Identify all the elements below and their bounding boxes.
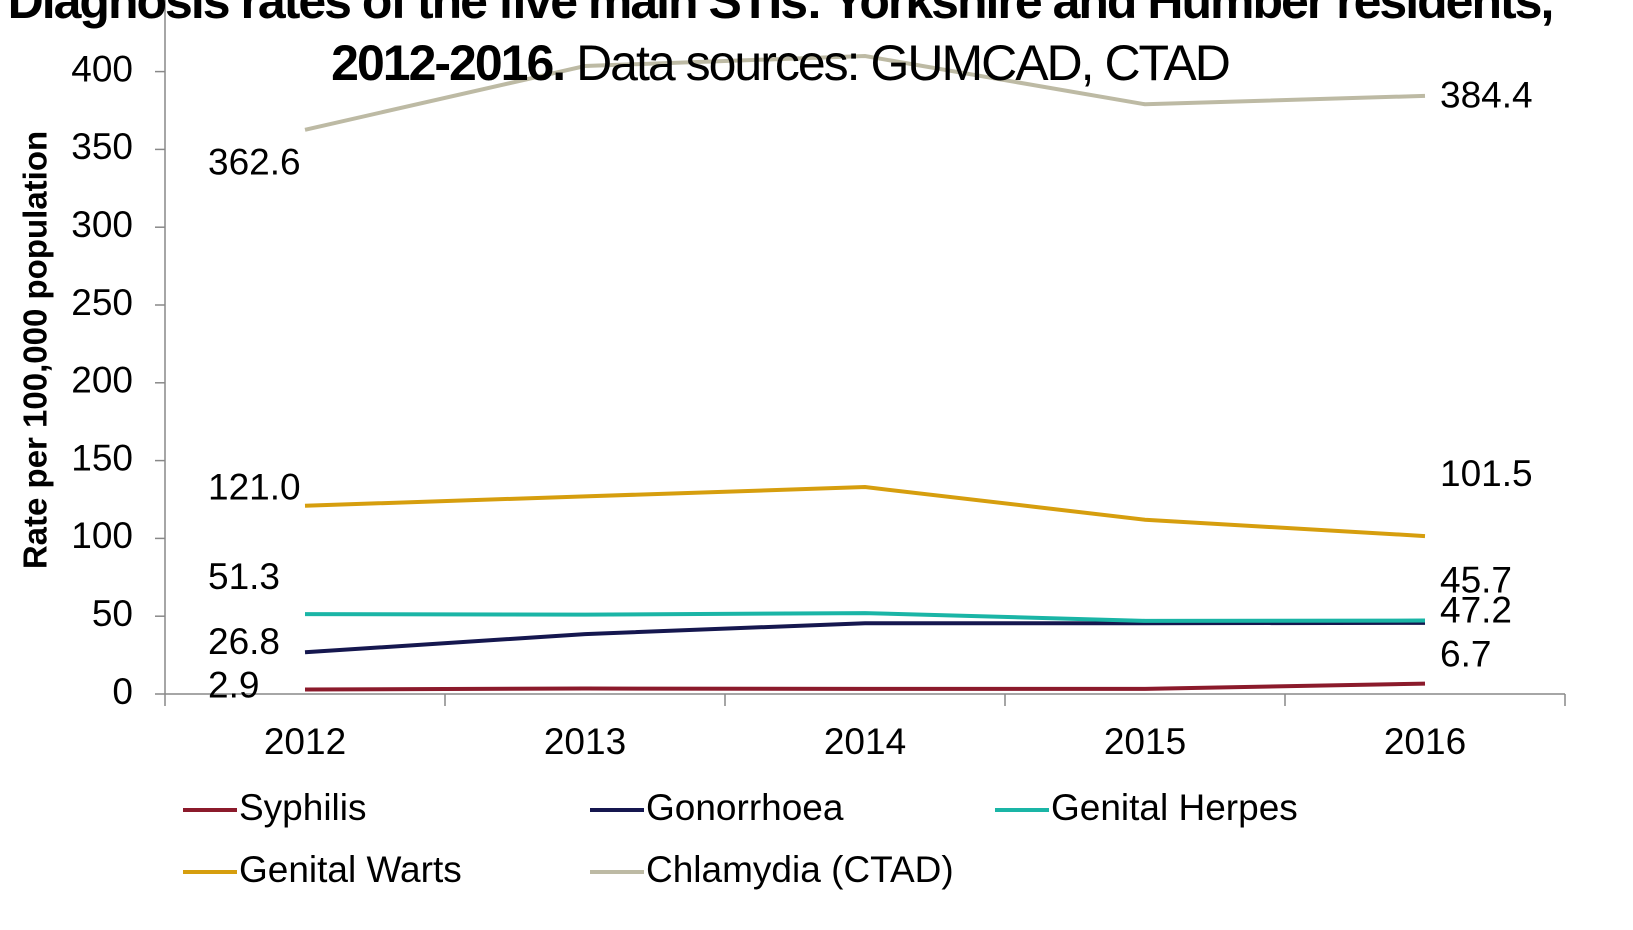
y-tick-label: 50: [92, 593, 133, 634]
data-label: 6.7: [1440, 633, 1491, 674]
data-label: 45.7: [1440, 560, 1512, 601]
legend-label: Syphilis: [239, 787, 367, 828]
y-tick-label: 150: [71, 437, 133, 478]
y-tick-label: 400: [71, 48, 133, 89]
series-line: [304, 611, 1426, 623]
data-label: 26.8: [208, 621, 280, 662]
data-label: 101.5: [1440, 453, 1533, 494]
x-tick-label: 2016: [1384, 721, 1466, 762]
legend-label: Genital Warts: [239, 849, 462, 890]
legend-label: Gonorrhoea: [646, 787, 844, 828]
y-tick-label: 300: [71, 204, 133, 245]
title-text: Diagnosis rates of the five main STIs: Y…: [7, 0, 1555, 91]
data-label: 2.9: [208, 664, 259, 705]
chart-title: Diagnosis rates of the five main STIs: Y…: [0, 0, 1580, 94]
legend-label: Chlamydia (CTAD): [646, 849, 954, 890]
series-line: [304, 681, 1426, 692]
y-tick-label: 350: [71, 126, 133, 167]
x-tick-label: 2012: [264, 721, 346, 762]
data-label: 51.3: [208, 556, 280, 597]
y-tick-label: 250: [71, 282, 133, 323]
series-line: [304, 485, 1426, 539]
series-line: [304, 54, 1426, 132]
data-label: 384.4: [1440, 75, 1533, 116]
y-axis-label: Rate per 100,000 population: [17, 131, 54, 569]
x-tick-label: 2014: [824, 721, 906, 762]
x-tick-label: 2013: [544, 721, 626, 762]
legend-label: Genital Herpes: [1051, 787, 1298, 828]
y-tick-label: 200: [71, 360, 133, 401]
y-tick-label: 100: [71, 515, 133, 556]
series-line: [304, 620, 1426, 655]
data-label: 47.2: [1440, 589, 1512, 630]
subtitle-text: Data sources: GUMCAD, CTAD: [576, 35, 1231, 91]
data-label: 362.6: [208, 142, 301, 183]
x-tick-label: 2015: [1104, 721, 1186, 762]
data-label: 121.0: [208, 467, 301, 508]
y-tick-label: 0: [112, 671, 133, 712]
